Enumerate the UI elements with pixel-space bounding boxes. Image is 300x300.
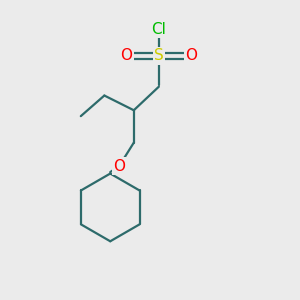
Text: S: S [154, 48, 164, 63]
Text: O: O [120, 48, 132, 63]
Text: O: O [113, 159, 125, 174]
Text: O: O [185, 48, 197, 63]
Text: Cl: Cl [152, 22, 166, 37]
